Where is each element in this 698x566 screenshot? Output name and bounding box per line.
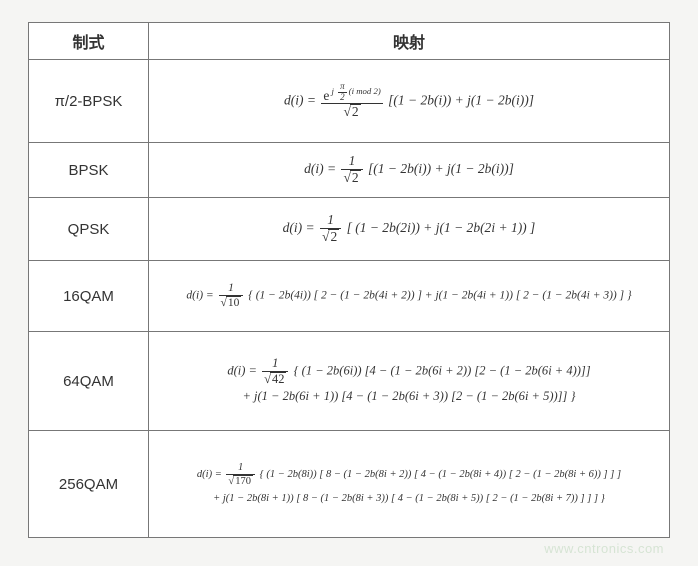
table-row: BPSK d(i) = 1 √2 [(1 − 2b(i)) + j(1 − 2b… <box>29 143 670 198</box>
table-row: 16QAM d(i) = 1 √10 { (1 − 2b(4i)) [ 2 − … <box>29 261 670 332</box>
formula-tail: { (1 − 2b(4i)) [ 2 − (1 − 2b(4i + 2)) ] … <box>248 290 631 302</box>
lhs: d(i) = <box>283 220 315 235</box>
fraction: e j π2(i mod 2) √2 <box>321 82 382 121</box>
formula: d(i) = e j π2(i mod 2) √2 [(1 − 2b(i)) +… <box>284 82 534 121</box>
mapping-cell: d(i) = e j π2(i mod 2) √2 [(1 − 2b(i)) +… <box>149 60 670 143</box>
formula: d(i) = 1 √2 [ (1 − 2b(2i)) + j(1 − 2b(2i… <box>283 213 536 245</box>
fraction-denominator: √42 <box>262 372 288 387</box>
fraction-denominator: √2 <box>321 104 382 120</box>
page-sheet: 制式 映射 π/2-BPSK d(i) = e j π2(i mod 2) √2… <box>0 0 698 566</box>
fraction-denominator: √10 <box>219 296 244 310</box>
mapping-cell: d(i) = 1 √42 { (1 − 2b(6i)) [4 − (1 − 2b… <box>149 332 670 431</box>
fraction-denominator: √2 <box>341 170 362 186</box>
fraction-numerator: 1 <box>226 462 255 475</box>
formula: d(i) = 1 √42 { (1 − 2b(6i)) [4 − (1 − 2b… <box>227 357 590 387</box>
modulation-mapping-table: 制式 映射 π/2-BPSK d(i) = e j π2(i mod 2) √2… <box>28 22 670 538</box>
fraction: 1 √2 <box>341 154 362 186</box>
formula: d(i) = 1 √170 { (1 − 2b(8i)) [ 8 − (1 − … <box>197 462 621 487</box>
fraction: 1 √170 <box>226 462 255 487</box>
fraction: 1 √10 <box>219 282 244 309</box>
fraction-numerator: 1 <box>262 357 288 372</box>
table-header-row: 制式 映射 <box>29 23 670 60</box>
table-body: π/2-BPSK d(i) = e j π2(i mod 2) √2 [(1 −… <box>29 60 670 538</box>
fraction-numerator: 1 <box>341 154 362 170</box>
lhs: d(i) = <box>186 290 213 302</box>
mode-cell: QPSK <box>29 198 149 261</box>
fraction-numerator: 1 <box>320 213 341 229</box>
lhs: d(i) = <box>284 92 316 107</box>
lhs: d(i) = <box>197 469 222 480</box>
lhs: d(i) = <box>304 161 336 176</box>
formula: d(i) = 1 √2 [(1 − 2b(i)) + j(1 − 2b(i))] <box>304 154 514 186</box>
fraction-numerator: 1 <box>219 282 244 296</box>
formula-tail: { (1 − 2b(8i)) [ 8 − (1 − 2b(8i + 2)) [ … <box>260 469 622 480</box>
mode-cell: BPSK <box>29 143 149 198</box>
fraction: 1 √42 <box>262 357 288 387</box>
table-row: QPSK d(i) = 1 √2 [ (1 − 2b(2i)) + j(1 − … <box>29 198 670 261</box>
formula-tail: [(1 − 2b(i)) + j(1 − 2b(i))] <box>368 161 514 176</box>
mapping-cell: d(i) = 1 √170 { (1 − 2b(8i)) [ 8 − (1 − … <box>149 431 670 538</box>
formula-tail: [ (1 − 2b(2i)) + j(1 − 2b(2i + 1)) ] <box>347 220 536 235</box>
lhs: d(i) = <box>227 363 257 377</box>
header-mode: 制式 <box>29 23 149 60</box>
mode-cell: 256QAM <box>29 431 149 538</box>
mapping-cell: d(i) = 1 √2 [ (1 − 2b(2i)) + j(1 − 2b(2i… <box>149 198 670 261</box>
formula-line2: + j(1 − 2b(8i + 1)) [ 8 − (1 − 2b(8i + 3… <box>213 493 605 505</box>
table-row: 256QAM d(i) = 1 √170 { (1 − 2b(8i)) [ 8 … <box>29 431 670 538</box>
formula-tail: [(1 − 2b(i)) + j(1 − 2b(i))] <box>388 92 534 107</box>
fraction-numerator: e j π2(i mod 2) <box>321 82 382 105</box>
mode-cell: 16QAM <box>29 261 149 332</box>
mapping-cell: d(i) = 1 √10 { (1 − 2b(4i)) [ 2 − (1 − 2… <box>149 261 670 332</box>
formula-tail: { (1 − 2b(6i)) [4 − (1 − 2b(6i + 2)) [2 … <box>294 363 591 377</box>
formula: d(i) = 1 √10 { (1 − 2b(4i)) [ 2 − (1 − 2… <box>186 282 631 309</box>
fraction-denominator: √2 <box>320 229 341 245</box>
table-row: 64QAM d(i) = 1 √42 { (1 − 2b(6i)) [4 − (… <box>29 332 670 431</box>
header-mapping: 映射 <box>149 23 670 60</box>
mode-cell: π/2-BPSK <box>29 60 149 143</box>
mapping-cell: d(i) = 1 √2 [(1 − 2b(i)) + j(1 − 2b(i))] <box>149 143 670 198</box>
fraction-denominator: √170 <box>226 475 255 488</box>
fraction: 1 √2 <box>320 213 341 245</box>
table-row: π/2-BPSK d(i) = e j π2(i mod 2) √2 [(1 −… <box>29 60 670 143</box>
mode-cell: 64QAM <box>29 332 149 431</box>
watermark-text: www.cntronics.com <box>544 541 664 556</box>
formula-line2: + j(1 − 2b(6i + 1)) [4 − (1 − 2b(6i + 3)… <box>242 390 575 404</box>
